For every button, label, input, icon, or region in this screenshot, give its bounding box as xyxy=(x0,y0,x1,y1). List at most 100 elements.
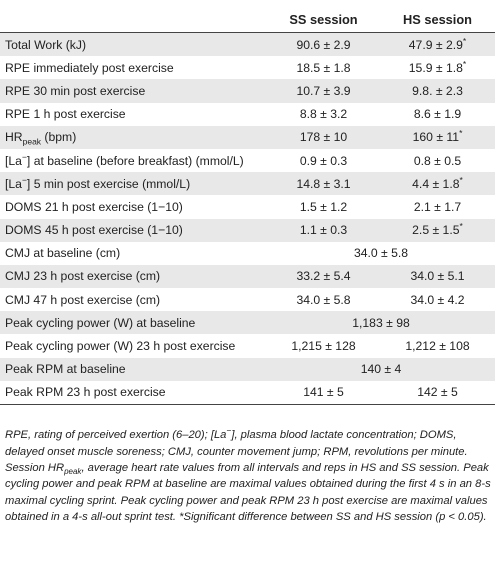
significance-marker: * xyxy=(462,35,467,46)
table-header-row: SS session HS session xyxy=(0,6,495,33)
row-label-text: RPE immediately post exercise xyxy=(5,60,174,75)
row-label-superscript: − xyxy=(21,151,27,162)
cell-ss-session: 34.0 ± 5.8 xyxy=(296,292,351,307)
footnote-sub: peak xyxy=(64,467,82,477)
table-row: RPE 30 min post exercise 10.7 ± 3.9 9.8. ±… xyxy=(0,79,495,103)
row-label: [La−] 5 min post exercise (mmol/L) xyxy=(0,172,267,196)
table-footnote: RPE, rating of perceived exertion (6–20)… xyxy=(5,425,491,525)
table-row: [La−] 5 min post exercise (mmol/L) 14.8 ±… xyxy=(0,172,495,196)
row-label-superscript: − xyxy=(21,174,27,185)
cell-ss-session: 1.1 ± 0.3 xyxy=(267,218,380,242)
table-row: RPE immediately post exercise 18.5 ± 1.8 1… xyxy=(0,56,495,79)
row-label: Total Work (kJ) xyxy=(0,32,267,57)
row-label: Peak cycling power (W) at baseline xyxy=(0,311,267,335)
table-row: HRpeak (bpm) 178 ± 10 160 ± 11* xyxy=(0,125,495,149)
row-label: Peak cycling power (W) 23 h post exercis… xyxy=(0,334,267,357)
row-label-suffix: (bpm) xyxy=(41,130,77,145)
significance-marker: * xyxy=(459,128,463,139)
cell-hs-session: 2.1 ± 1.7 xyxy=(380,195,495,218)
cell-ss-session: 1,215 ± 128 xyxy=(291,339,356,354)
cell-ss-session: 14.8 ± 3.1 xyxy=(267,172,380,196)
header-label xyxy=(0,6,267,33)
footnote-part-3: , average heart rate values from all int… xyxy=(5,462,491,524)
row-label-text: Peak RPM 23 h post exercise xyxy=(5,385,166,400)
cell-combined: 140 ± 4 xyxy=(267,357,495,381)
cell-ss-session: 10.7 ± 3.9 xyxy=(267,79,380,103)
row-label-text: [La xyxy=(5,153,22,168)
cell-hs-session: 4.4 ± 1.8* xyxy=(380,172,495,196)
row-label-text: DOMS 45 h post exercise (1−10) xyxy=(5,223,183,238)
cell-combined: 1,183 ± 98 xyxy=(267,311,495,335)
header-hs-session: HS session xyxy=(403,11,472,27)
significance-marker: * xyxy=(459,174,463,185)
row-label: Peak RPM at baseline xyxy=(0,357,267,381)
row-label-text: Peak cycling power (W) at baseline xyxy=(5,315,196,330)
row-label-text: Total Work (kJ) xyxy=(5,37,87,52)
row-label-text: Peak cycling power (W) 23 h post exercis… xyxy=(5,339,236,354)
row-label: RPE 1 h post exercise xyxy=(0,103,267,126)
table-row: CMJ at baseline (cm) 34.0 ± 5.8 xyxy=(0,242,495,265)
footnote-part-2: ], plasma blood lactate concentration; D… xyxy=(5,429,468,474)
cell-hs-session: 2.5 ± 1.5* xyxy=(380,218,495,242)
row-label-text: RPE 30 min post exercise xyxy=(5,83,146,98)
cell-ss-session: 90.6 ± 2.9 xyxy=(267,32,380,57)
table-row: Peak RPM 23 h post exercise 141 ± 5 142 ± … xyxy=(0,380,495,405)
cell-ss-session: 0.9 ± 0.3 xyxy=(299,153,348,168)
table-row: DOMS 21 h post exercise (1−10) 1.5 ± 1.2 2… xyxy=(0,195,495,218)
table-row: CMJ 47 h post exercise (cm) 34.0 ± 5.8 34.… xyxy=(0,288,495,311)
cell-hs-value: 1,212 ± 108 xyxy=(405,339,470,354)
significance-marker: * xyxy=(462,58,467,69)
row-label-text: HR xyxy=(5,130,23,145)
significance-marker: * xyxy=(459,221,463,232)
row-label-text: DOMS 21 h post exercise (1−10) xyxy=(5,199,183,214)
cell-hs-value: 8.6 ± 1.9 xyxy=(413,107,462,122)
cell-hs-value: 15.9 ± 1.8 xyxy=(408,60,463,75)
cell-hs-session: 8.6 ± 1.9 xyxy=(380,103,495,126)
cell-ss-session: 141 ± 5 xyxy=(267,380,380,405)
cell-hs-session: 34.0 ± 4.2 xyxy=(380,288,495,311)
row-label-text: CMJ at baseline (cm) xyxy=(5,246,121,261)
row-label: DOMS 45 h post exercise (1−10) xyxy=(0,218,267,242)
row-label-text: [La xyxy=(5,176,22,191)
row-label-subscript: peak xyxy=(22,136,42,147)
footnote-sup: − xyxy=(226,425,232,436)
cell-ss-session: 18.5 ± 1.8 xyxy=(296,60,351,75)
cell-ss-session: 8.8 ± 3.2 xyxy=(299,107,348,122)
cell-hs-value: 9.8. ± 2.3 xyxy=(412,83,463,98)
footnote-part-1: RPE, rating of perceived exertion (6–20)… xyxy=(5,429,227,442)
cell-hs-session: 15.9 ± 1.8* xyxy=(380,56,495,79)
table-row: DOMS 45 h post exercise (1−10) 1.1 ± 0.3 2… xyxy=(0,218,495,242)
row-label: HRpeak (bpm) xyxy=(0,125,267,149)
cell-hs-session: 1,212 ± 108 xyxy=(380,334,495,357)
cell-hs-session: 0.8 ± 0.5 xyxy=(380,149,495,172)
row-label: CMJ at baseline (cm) xyxy=(0,242,267,265)
cell-hs-value: 2.5 ± 1.5 xyxy=(412,223,460,238)
cell-hs-value: 34.0 ± 4.2 xyxy=(410,292,465,307)
row-label: CMJ 23 h post exercise (cm) xyxy=(0,264,267,289)
cell-combined: 34.0 ± 5.8 xyxy=(353,246,409,261)
table-row: Peak cycling power (W) 23 h post exercis… xyxy=(0,334,495,357)
row-label: Peak RPM 23 h post exercise xyxy=(0,380,267,405)
cell-hs-value: 160 ± 11 xyxy=(412,130,460,145)
cell-hs-session: 47.9 ± 2.9* xyxy=(380,32,495,57)
cell-ss-session: 1.5 ± 1.2 xyxy=(299,199,348,214)
row-label-suffix: ] 5 min post exercise (mmol/L) xyxy=(26,176,191,191)
row-label: DOMS 21 h post exercise (1−10) xyxy=(0,195,267,218)
cell-hs-value: 4.4 ± 1.8 xyxy=(412,176,460,191)
table-row: RPE 1 h post exercise 8.8 ± 3.2 8.6 ± 1.9 xyxy=(0,103,495,126)
table-row: Total Work (kJ) 90.6 ± 2.9 47.9 ± 2.9* xyxy=(0,32,495,57)
cell-ss-session: 178 ± 10 xyxy=(267,125,380,149)
row-label: [La−] at baseline (before breakfast) (mm… xyxy=(0,149,267,172)
cell-hs-session: 142 ± 5 xyxy=(380,380,495,405)
cell-hs-value: 142 ± 5 xyxy=(417,385,458,400)
row-label: RPE 30 min post exercise xyxy=(0,79,267,103)
row-label-text: CMJ 23 h post exercise (cm) xyxy=(5,269,161,284)
table-row: Peak RPM at baseline 140 ± 4 xyxy=(0,357,495,381)
cell-hs-value: 47.9 ± 2.9 xyxy=(408,37,463,52)
cell-ss-session: 33.2 ± 5.4 xyxy=(267,264,380,289)
cell-hs-session: 160 ± 11* xyxy=(380,125,495,149)
results-table: SS session HS session Total Work (kJ) 90.… xyxy=(0,6,495,405)
row-label: RPE immediately post exercise xyxy=(0,56,267,79)
table-row: [La−] at baseline (before breakfast) (mm… xyxy=(0,149,495,172)
